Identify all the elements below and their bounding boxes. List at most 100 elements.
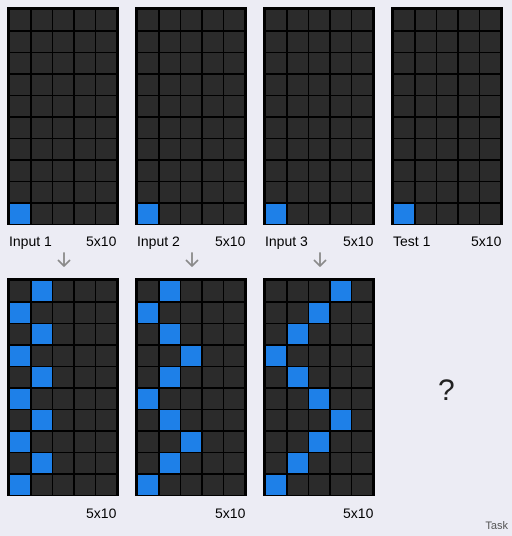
grid-cell [224,474,244,495]
grid-cell [138,324,158,344]
grid-cell [138,160,158,181]
grid-cell-filled [138,388,158,409]
grid-cell [96,388,116,409]
grid-cell [74,367,95,387]
grid-cell [287,474,308,495]
grid-cell [74,96,95,116]
grid-cell [74,302,95,323]
grid-cell [309,367,329,387]
grid-cell [309,345,329,366]
grid-cell [10,74,30,95]
grid-cell [181,53,201,73]
grid-cell [53,453,73,473]
grid-cell [181,388,201,409]
grid-cell [10,96,30,116]
grid-cell [53,74,73,95]
grid-cell [287,345,308,366]
grid-cell [96,160,116,181]
grid-cell [287,117,308,138]
grid-cell [96,74,116,95]
grid-cell [266,31,286,52]
grid-cell [287,139,308,159]
grid-cell [96,302,116,323]
grid-cell [309,10,329,30]
grid-cell [224,203,244,224]
arrow-down-icon [313,252,327,267]
grid-cell [74,281,95,301]
grid-cell [287,53,308,73]
grid-cell-filled [138,474,158,495]
grid-cell [266,281,286,301]
grid-cell [309,139,329,159]
grid-cell [10,139,30,159]
grid-cell [31,474,52,495]
grid-cell [287,203,308,224]
grid-cell [31,96,52,116]
grid-cell [480,182,500,202]
grid-cell [309,324,329,344]
grid-cell-filled [138,203,158,224]
grid-cell [309,160,329,181]
grid-cell [202,453,223,473]
grid-cell [352,367,372,387]
grid-cell-filled [266,474,286,495]
grid-cell [96,10,116,30]
grid-cell [352,431,372,452]
grid-cell-filled [159,281,180,301]
grid-cell [159,31,180,52]
grid-cell [96,31,116,52]
grid-cell [330,453,351,473]
grid-cell [458,160,479,181]
grid-cell [224,281,244,301]
grid-cell [53,96,73,116]
grid-cell [159,388,180,409]
grid-cell [330,74,351,95]
grid-cell [74,74,95,95]
arrow-down-icon [185,252,199,267]
grid-cell [31,74,52,95]
output-grid-2 [135,278,247,496]
input-label-1: Input 1 [9,233,52,249]
grid-cell [437,182,457,202]
grid-cell-filled [159,367,180,387]
grid-cell [96,367,116,387]
grid-cell [287,281,308,301]
grid-cell [202,431,223,452]
grid-cell [159,53,180,73]
grid-cell [415,203,436,224]
grid-cell [224,31,244,52]
grid-cell [159,96,180,116]
grid-cell [266,302,286,323]
grid-cell [181,324,201,344]
grid-cell [266,431,286,452]
grid-cell [224,302,244,323]
grid-cell [159,182,180,202]
grid-cell [309,281,329,301]
grid-cell [159,345,180,366]
grid-cell [266,410,286,430]
grid-cell [31,53,52,73]
grid-cell [181,74,201,95]
grid-cell [394,160,414,181]
grid-cell [202,324,223,344]
grid-cell-filled [10,474,30,495]
grid-cell [287,431,308,452]
grid-cell [74,117,95,138]
grid-cell [74,410,95,430]
grid-cell [31,117,52,138]
grid-cell [138,10,158,30]
grid-cell [10,324,30,344]
test-label-1: Test 1 [393,233,431,249]
grid-cell [330,53,351,73]
grid-cell [309,96,329,116]
grid-cell [352,96,372,116]
grid-cell [437,74,457,95]
grid-cell [31,388,52,409]
grid-cell [266,388,286,409]
grid-cell [159,117,180,138]
grid-cell [138,281,158,301]
grid-cell [31,182,52,202]
grid-cell [394,10,414,30]
grid-cell [159,474,180,495]
grid-cell [287,182,308,202]
